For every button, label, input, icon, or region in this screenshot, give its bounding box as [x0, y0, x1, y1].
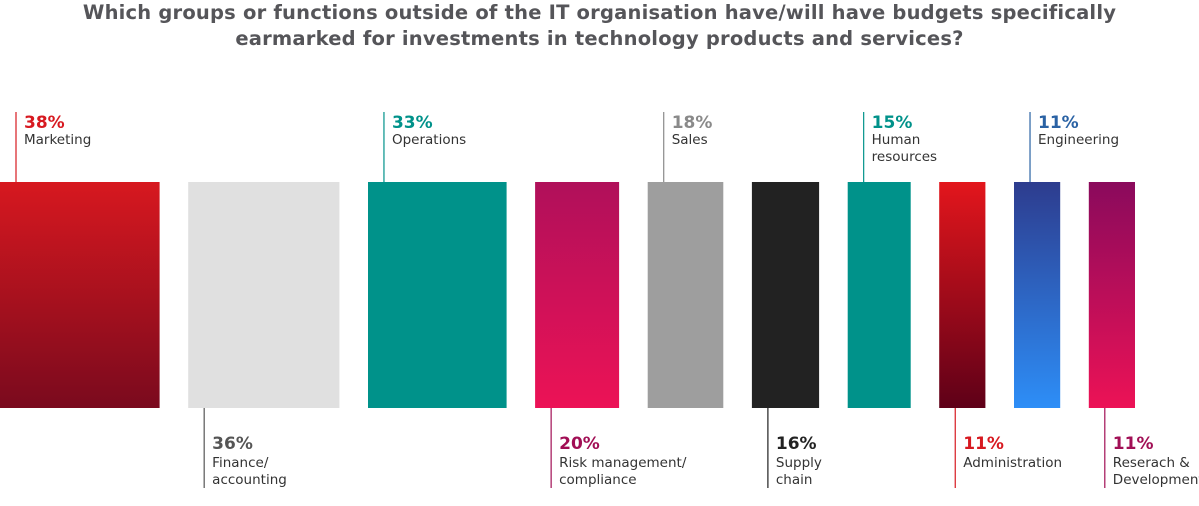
- bar-label-2: 36%Finance/accounting: [203, 408, 287, 488]
- bars-layer: [0, 182, 1135, 408]
- bar-1: [0, 182, 160, 408]
- value-label: 15%: [872, 113, 913, 133]
- category-label: Finance/: [212, 455, 269, 471]
- category-label: Supply: [776, 455, 822, 471]
- value-label: 18%: [672, 113, 713, 133]
- value-label: 11%: [963, 434, 1004, 454]
- value-label: 16%: [776, 434, 817, 454]
- bar-label-1: 38%Marketing: [15, 112, 91, 182]
- bar-label-5: 18%Sales: [663, 112, 713, 182]
- chart-title-line-2: earmarked for investments in technology …: [235, 27, 964, 50]
- category-label: Administration: [963, 455, 1062, 471]
- bar-label-10: 11%Reserach &Development: [1104, 408, 1199, 488]
- category-label: Marketing: [24, 132, 91, 148]
- category-label: Reserach &: [1113, 455, 1191, 471]
- bar-2: [188, 182, 340, 408]
- category-label: Risk management/: [559, 455, 687, 471]
- value-label: 11%: [1113, 434, 1154, 454]
- bar-9: [1014, 182, 1061, 408]
- category-label: Sales: [672, 132, 708, 148]
- category-label: chain: [776, 472, 813, 488]
- value-label: 11%: [1038, 113, 1079, 133]
- bar-8: [939, 182, 986, 408]
- bar-5: [647, 182, 724, 408]
- category-label: resources: [872, 149, 937, 165]
- category-label: Development: [1113, 472, 1199, 488]
- value-label: 20%: [559, 434, 600, 454]
- bar-7: [847, 182, 911, 408]
- category-label: compliance: [559, 472, 636, 488]
- category-label: accounting: [212, 472, 287, 488]
- bar-4: [535, 182, 620, 408]
- value-label: 36%: [212, 434, 253, 454]
- value-label: 33%: [392, 113, 433, 133]
- bar-10: [1088, 182, 1135, 408]
- value-label: 38%: [24, 113, 65, 133]
- bar-label-9: 11%Engineering: [1029, 112, 1119, 182]
- category-label: Operations: [392, 132, 466, 148]
- category-label: Engineering: [1038, 132, 1119, 148]
- bar-3: [368, 182, 507, 408]
- category-label: Human: [872, 132, 921, 148]
- chart-title: Which groups or functions outside of the…: [0, 0, 1199, 52]
- bar-label-8: 11%Administration: [954, 408, 1062, 488]
- labels-layer: 38%Marketing 36%Finance/accounting 33%Oper…: [15, 112, 1199, 488]
- bar-6: [751, 182, 820, 408]
- chart-title-line-1: Which groups or functions outside of the…: [82, 1, 1117, 24]
- bar-label-4: 20%Risk management/compliance: [550, 408, 687, 488]
- bar-label-3: 33%Operations: [383, 112, 466, 182]
